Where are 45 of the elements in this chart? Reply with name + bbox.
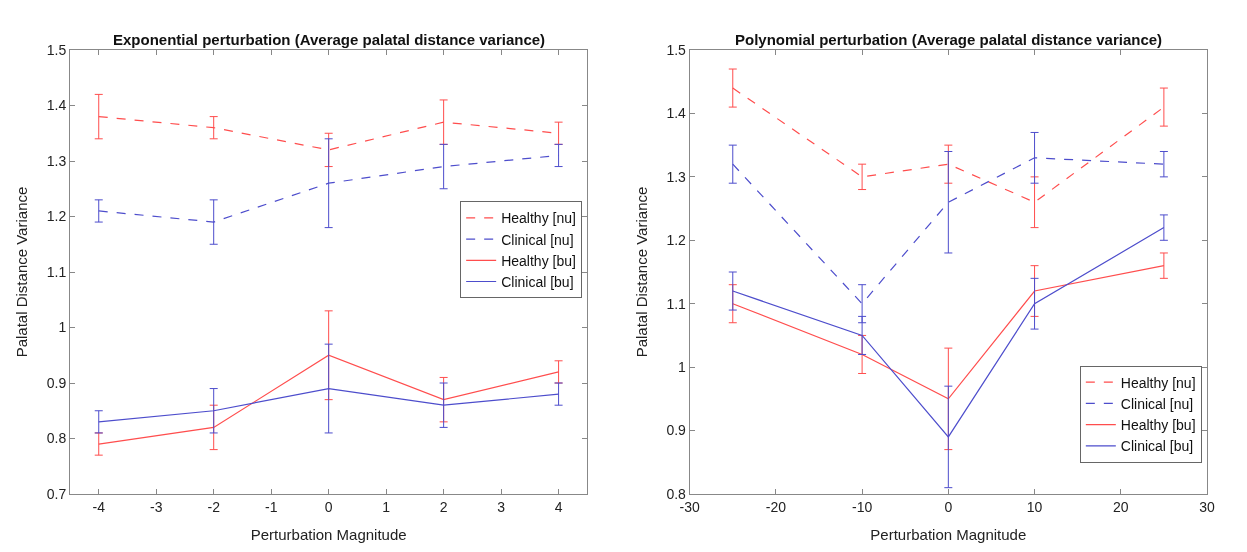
x-tick-label: -1 bbox=[264, 498, 278, 515]
x-tick-label: 3 bbox=[497, 498, 506, 515]
y-tick-label: 0.8 bbox=[46, 430, 67, 447]
y-tick-label: 1.5 bbox=[46, 41, 67, 58]
y-tick-label: 1.1 bbox=[666, 295, 687, 312]
y-tick-label: 1.2 bbox=[666, 232, 687, 249]
x-tick-label: -20 bbox=[765, 498, 787, 515]
x-tick-label: 0 bbox=[944, 498, 953, 515]
x-tick-label: 1 bbox=[382, 498, 391, 515]
x-tick-label: 30 bbox=[1199, 498, 1215, 515]
y-tick-label: 0.9 bbox=[666, 422, 687, 439]
legend-label: Healthy [nu] bbox=[501, 210, 576, 227]
y-tick-label: 1.4 bbox=[666, 105, 687, 122]
x-tick-label: 2 bbox=[439, 498, 448, 515]
chart-title: Polynomial perturbation (Average palatal distance variance) bbox=[735, 31, 1163, 48]
legend-label: Clinical [bu] bbox=[501, 273, 574, 290]
y-axis-title: Palatal Distance Variance bbox=[632, 186, 650, 358]
y-tick-label: 1 bbox=[678, 359, 687, 376]
y-tick-label: 1.2 bbox=[46, 208, 67, 225]
legend-label: Healthy [nu] bbox=[1120, 374, 1196, 391]
legend-label: Clinical [nu] bbox=[501, 231, 574, 248]
x-axis-title: Perturbation Magnitude bbox=[250, 525, 407, 543]
y-tick-label: 1 bbox=[58, 319, 67, 336]
y-tick-label: 1.5 bbox=[666, 41, 687, 58]
legend-label: Clinical [bu] bbox=[1120, 438, 1194, 455]
x-tick-label: -10 bbox=[851, 498, 873, 515]
x-tick-label: 4 bbox=[554, 498, 563, 515]
y-axis-title: Palatal Distance Variance bbox=[12, 186, 30, 358]
x-tick-label: 10 bbox=[1026, 498, 1043, 515]
x-tick-label: -2 bbox=[207, 498, 221, 515]
chart-title: Exponential perturbation (Average palatal distance variance) bbox=[113, 31, 546, 48]
x-tick-label: 0 bbox=[324, 498, 333, 515]
y-tick-label: 1.4 bbox=[46, 97, 67, 114]
legend-label: Clinical [nu] bbox=[1120, 395, 1194, 412]
y-tick-label: 1.3 bbox=[666, 168, 687, 185]
x-tick-label: -3 bbox=[149, 498, 163, 515]
y-tick-label: 1.3 bbox=[46, 152, 67, 169]
x-tick-label: -4 bbox=[92, 498, 106, 515]
y-tick-label: 0.9 bbox=[46, 374, 67, 391]
x-tick-label: 20 bbox=[1112, 498, 1129, 515]
y-tick-label: 1.1 bbox=[46, 263, 67, 280]
legend-label: Healthy [bu] bbox=[501, 252, 576, 269]
y-tick-label: 0.7 bbox=[46, 485, 67, 502]
x-axis-title: Perturbation Magnitude bbox=[870, 525, 1027, 543]
legend-label: Healthy [bu] bbox=[1120, 417, 1196, 434]
